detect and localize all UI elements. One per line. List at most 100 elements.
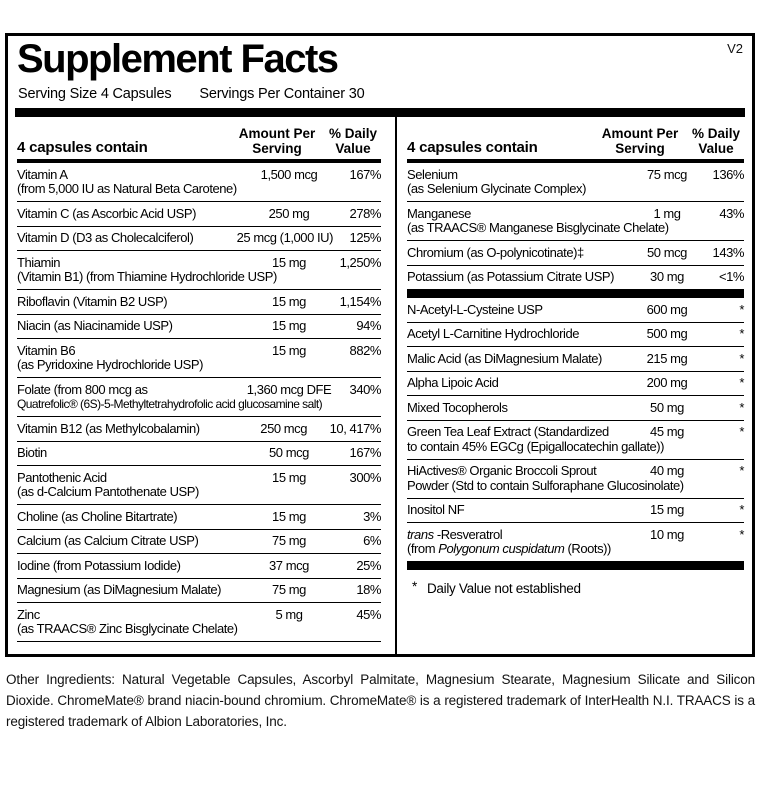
left-column-header: 4 capsules contain Amount Per Serving % … [17,117,381,164]
daily-value: * [739,375,744,391]
amount-per-serving: 15 mg [272,469,306,485]
ingredient-name: Calcium (as Calcium Citrate USP) [17,533,199,549]
column-header-daily-value: % Daily Value [691,125,741,156]
daily-value: * [739,326,744,342]
column-header-contain: 4 capsules contain [17,139,148,157]
table-row: Vitamin A 1,500 mcg 167% (from 5,000 IU as … [17,163,381,201]
amount-per-serving: 15 mg [650,502,684,518]
table-row: Choline (as Choline Bitartrate) 15 mg 3% [17,504,381,529]
ingredient-name: Vitamin A [17,166,68,182]
daily-value: * [739,301,744,317]
amount-per-serving: 50 mcg [647,244,687,260]
daily-value-footnote: * Daily Value not established [407,570,744,604]
ingredient-name: Selenium [407,166,458,182]
ingredient-name: Chromium (as O-polynicotinate)‡ [407,244,584,260]
facts-columns: 4 capsules contain Amount Per Serving % … [8,116,752,655]
ingredient-name: Magnesium (as DiMagnesium Malate) [17,582,222,598]
ingredient-name: Iodine (from Potassium Iodide) [17,557,181,573]
table-row: Chromium (as O-polynicotinate)‡ 50 mcg 143… [407,240,744,265]
daily-value: * [739,350,744,366]
ingredient-name: HiActives® Organic Broccoli Sprout [407,463,597,479]
ingredient-name: Alpha Lipoic Acid [407,375,499,391]
amount-per-serving: 15 mg [272,342,306,358]
amount-per-serving: 37 mcg [269,557,309,573]
table-row: Manganese 1 mg 43% (as TRAACS® Manganese Bi… [407,201,744,240]
ingredient-name-detail: Quatrefolic® (6S)-5-Methyltetrahydrofoli… [17,397,323,412]
supplement-facts-panel: V2 Supplement Facts Serving Size 4 Capsu… [5,33,755,658]
table-row: Riboflavin (Vitamin B2 USP) 15 mg 1,154% [17,289,381,314]
daily-value: 43% [719,205,744,221]
table-row: Green Tea Leaf Extract (Standardized 45 m… [407,419,744,459]
amount-per-serving: 75 mg [272,582,306,598]
amount-per-serving: 45 mg [650,424,684,440]
ingredient-name: Zinc [17,606,40,622]
mineral-rows: Selenium 75 mcg 136% (as Selenium Glycinate… [407,163,744,289]
daily-value: * [739,526,744,542]
ingredient-name: Niacin (as Niacinamide USP) [17,318,173,334]
right-column-header: 4 capsules contain Amount Per Serving % … [407,117,744,164]
table-row: Acetyl L-Carnitine Hydrochloride 500 mg * [407,321,744,347]
left-rows: Vitamin A 1,500 mcg 167% (from 5,000 IU as … [17,163,381,641]
other-ingredients: Other Ingredients: Natural Vegetable Cap… [6,672,755,729]
daily-value: 10, 417% [329,420,382,436]
table-row: trans -Resveratrol 10 mg * (from Polygonum … [407,522,744,561]
amount-per-serving: 15 mg [272,254,306,270]
ingredient-name: Riboflavin (Vitamin B2 USP) [17,293,168,309]
footnote-text: Daily Value not established [426,581,581,597]
ingredient-name-detail: (as Selenium Glycinate Complex) [407,181,586,197]
ingredient-name: Pantothenic Acid [17,469,107,485]
table-row: Vitamin C (as Ascorbic Acid USP) 250 mg 27… [17,201,381,226]
ingredient-name: N-Acetyl-L-Cysteine USP [407,301,543,317]
amount-per-serving: 1,360 mcg DFE [246,381,332,397]
ingredient-name: Thiamin [17,254,61,270]
footnote-asterisk: * [412,579,417,595]
table-row: Potassium (as Potassium Citrate USP) 30 m… [407,264,744,290]
amount-per-serving: 1,500 mcg [260,166,318,182]
ingredient-name: Green Tea Leaf Extract (Standardized [407,424,609,440]
ingredient-name-detail: (from Polygonum cuspidatum (Roots)) [407,541,611,557]
daily-value: 45% [356,606,381,622]
servings-per-container: Servings Per Container 30 [199,85,365,102]
ingredient-name: Choline (as Choline Bitartrate) [17,508,178,524]
table-row: Iodine (from Potassium Iodide) 37 mcg 25% [17,553,381,578]
daily-value: * [739,502,744,518]
amount-per-serving: 30 mg [650,269,684,285]
serving-size: Serving Size 4 Capsules [18,85,172,102]
amount-per-serving: 1 mg [653,205,681,221]
ingredient-name-detail: (as TRAACS® Manganese Bisglycinate Chela… [407,220,669,236]
amount-per-serving: 15 mg [272,318,306,334]
column-header-amount: Amount Per Serving [601,125,679,156]
amount-per-serving: 50 mg [650,399,684,415]
daily-value: <1% [718,269,744,285]
left-column: 4 capsules contain Amount Per Serving % … [8,117,395,654]
ingredient-name-detail: Powder (Std to contain Sulforaphane Gluc… [407,477,684,493]
table-row: Zinc 5 mg 45% (as TRAACS® Zinc Bisglycinate… [17,602,381,641]
section-divider-bar [407,289,744,299]
table-row: Malic Acid (as DiMagnesium Malate) 215 mg… [407,346,744,371]
daily-value: 882% [349,342,382,358]
amount-per-serving: 75 mg [272,533,306,549]
daily-value: 136% [712,166,745,182]
ingredient-name: Folate (from 800 mcg as [17,381,148,397]
amount-per-serving: 600 mg [646,301,688,317]
daily-value: 300% [349,469,382,485]
daily-value: 1,154% [339,293,382,309]
ingredient-name: Potassium (as Potassium Citrate USP) [407,269,615,285]
other-nutrient-rows: N-Acetyl-L-Cysteine USP 600 mg * Acetyl L-C… [407,298,744,561]
amount-per-serving: 250 mg [268,205,310,221]
daily-value: 18% [356,582,381,598]
table-row: Pantothenic Acid 15 mg 300% (as d-Calcium P… [17,465,381,504]
daily-value: 278% [349,205,382,221]
daily-value: * [739,463,744,479]
table-row: Calcium (as Calcium Citrate USP) 75 mg 6% [17,528,381,554]
right-column: 4 capsules contain Amount Per Serving % … [395,116,752,655]
version-label: V2 [727,41,743,56]
amount-per-serving: 15 mg [272,508,306,524]
amount-per-serving: 25 mcg (1,000 IU) [236,230,334,246]
table-row: Folate (from 800 mcg as 1,360 mcg DFE 340%… [17,377,381,416]
table-row: Biotin 50 mcg 167% [17,440,381,466]
ingredient-name: Malic Acid (as DiMagnesium Malate) [407,350,602,366]
ingredient-name: Vitamin C (as Ascorbic Acid USP) [17,205,196,221]
table-row: HiActives® Organic Broccoli Sprout 40 mg *… [407,458,744,498]
ingredient-name: Vitamin D (D3 as Cholecalciferol) [17,230,194,246]
